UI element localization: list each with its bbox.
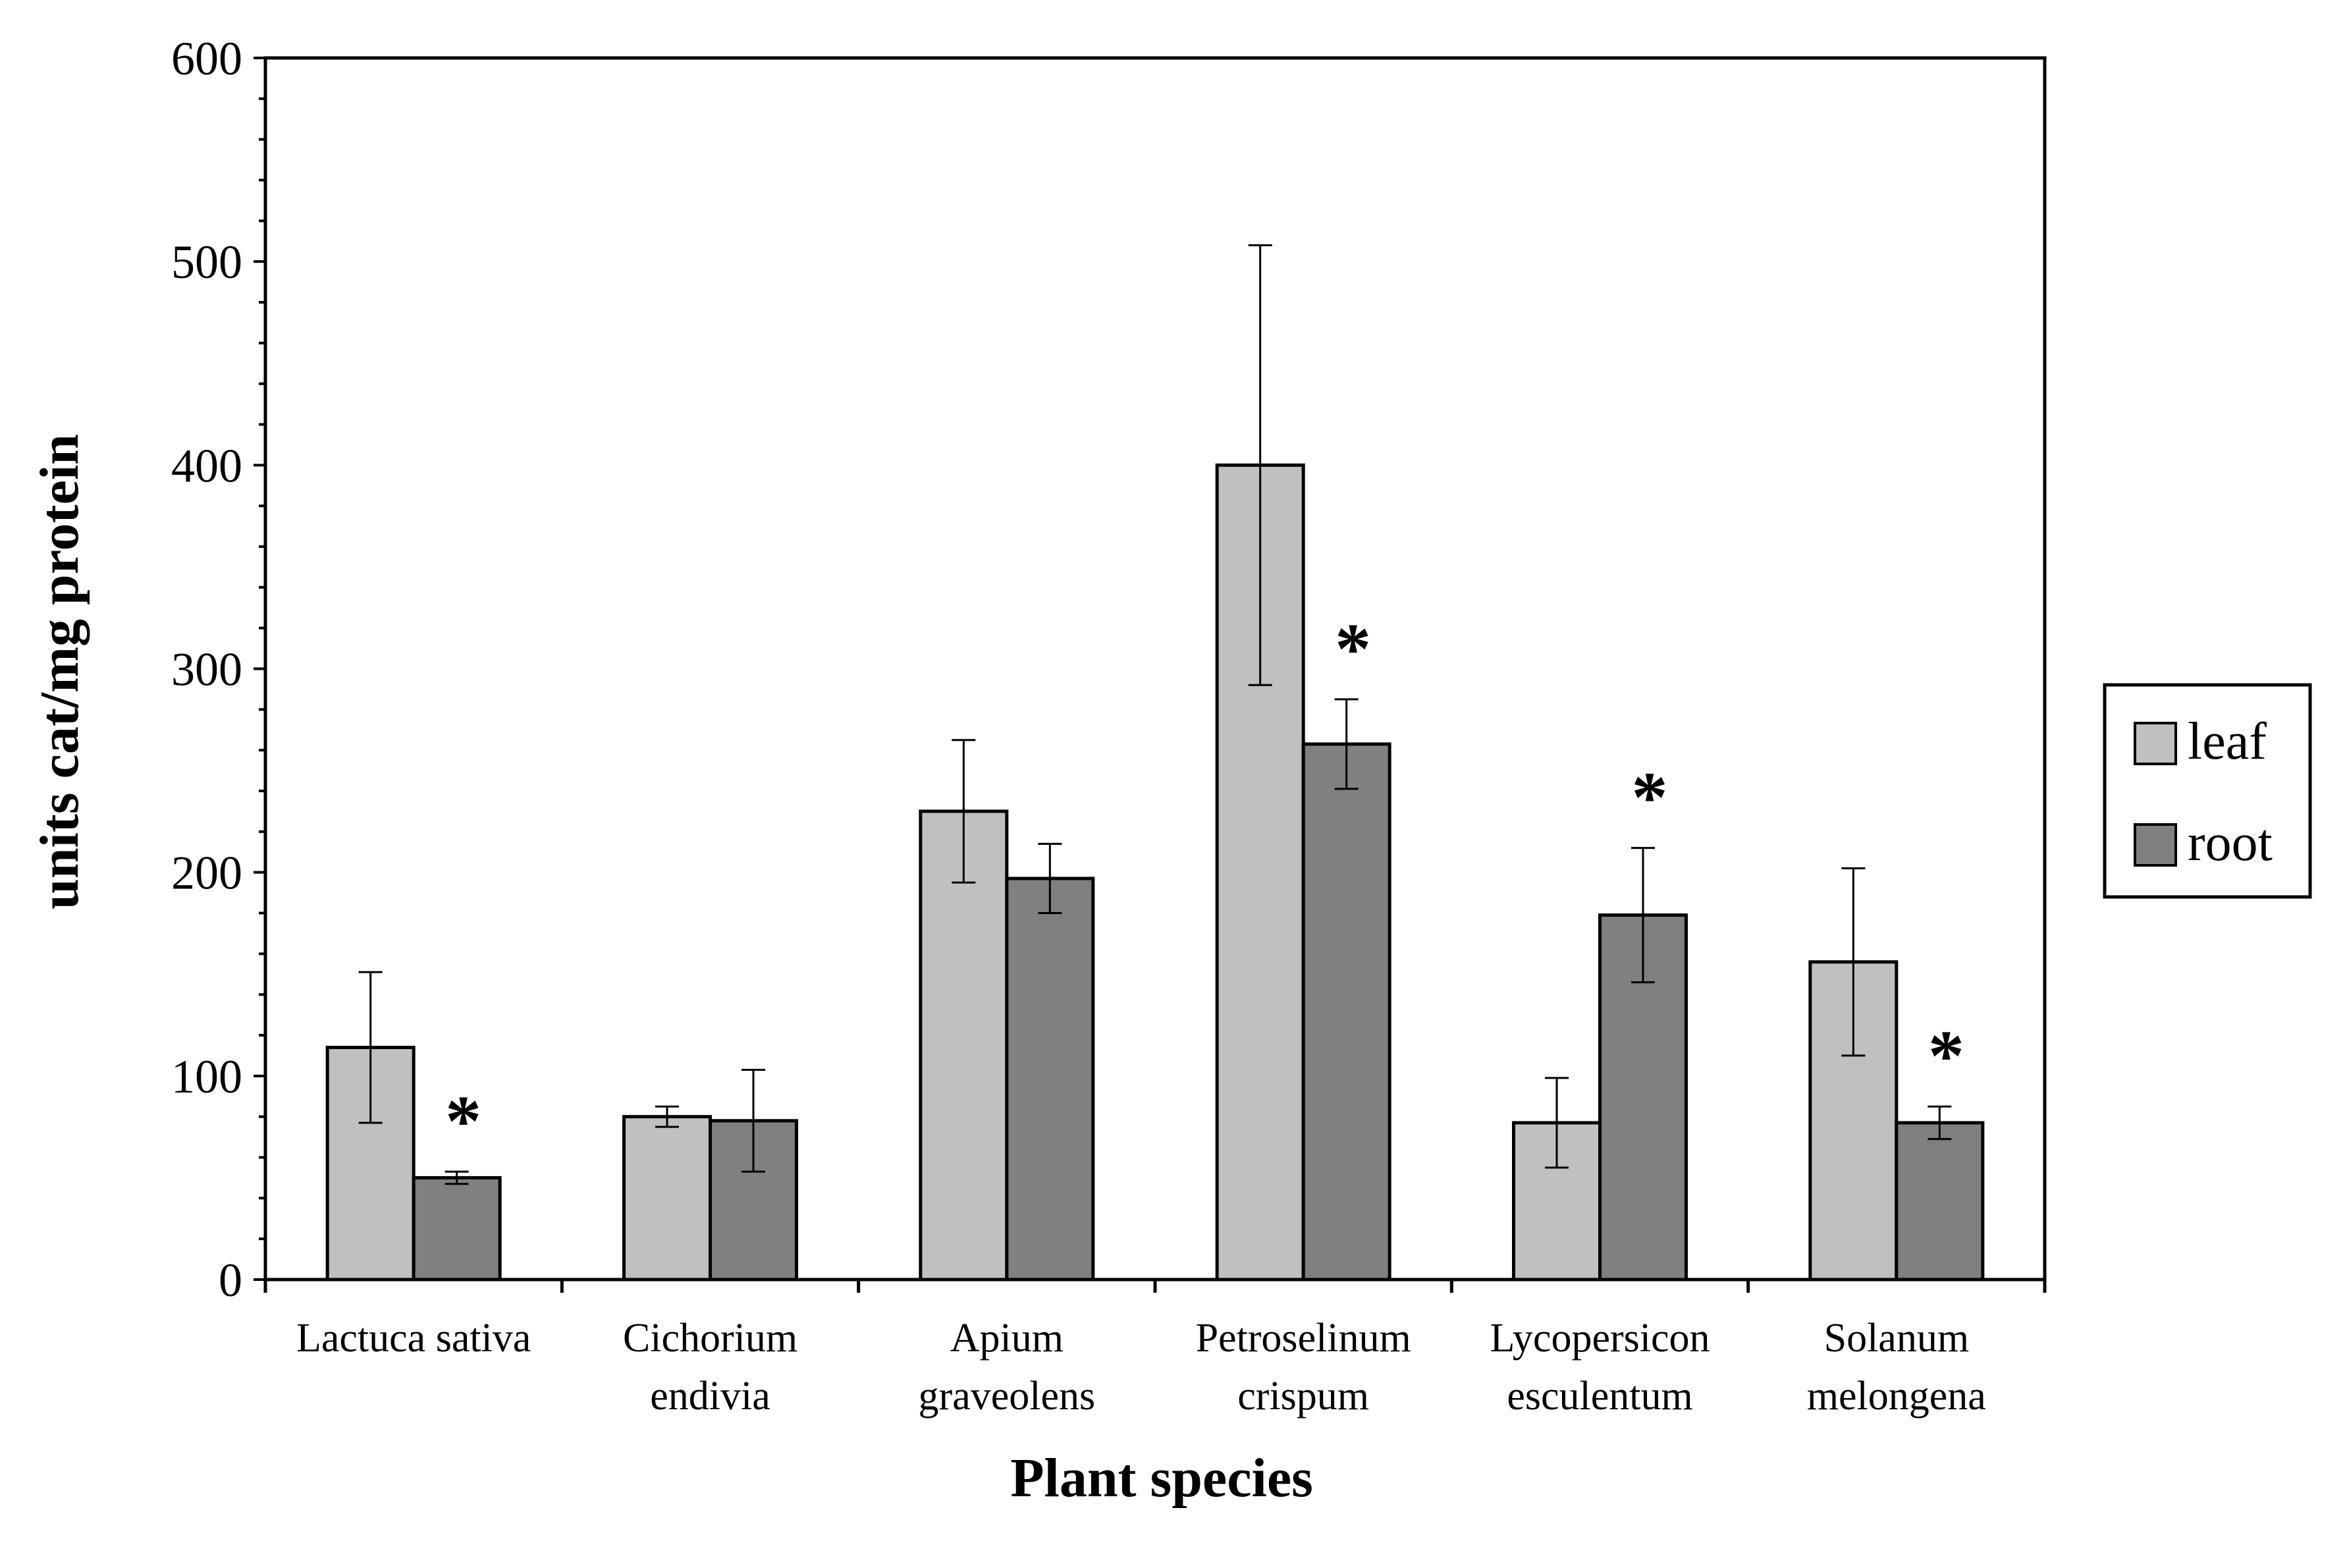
- x-category-label: Lycopersicon esculentum: [1490, 1316, 1710, 1419]
- significance-markers: * * * *: [445, 608, 1964, 1161]
- plot-area: [263, 56, 2047, 1282]
- legend-swatch-leaf: [2134, 722, 2177, 765]
- significance-star: *: [1632, 757, 1668, 838]
- x-category-label-line: Apium: [950, 1316, 1064, 1361]
- bar-root: [1005, 877, 1095, 1282]
- y-tick-label: 0: [219, 1254, 242, 1307]
- x-axis-title: Plant species: [1010, 1447, 1313, 1509]
- x-category-label-line: melongena: [1807, 1374, 1986, 1419]
- x-axis: Lactuca sativa Cichorium endivia Apium grave…: [263, 1280, 2047, 1419]
- y-tick-label: 600: [171, 32, 242, 85]
- y-axis: 0 100 200 300 400 500 600: [171, 32, 265, 1307]
- y-tick-label: 100: [171, 1050, 242, 1103]
- x-category-label-line: Lycopersicon: [1490, 1316, 1710, 1361]
- significance-star: *: [445, 1081, 481, 1161]
- bar-root: [412, 1176, 502, 1282]
- bar-root: [1895, 1121, 1985, 1282]
- plot-frame: [263, 56, 2047, 1282]
- y-axis-title: units cat/mg protein: [29, 434, 90, 909]
- y-tick-label: 300: [171, 643, 242, 696]
- x-category-label: Solanum melongena: [1807, 1316, 1986, 1419]
- y-tick-label: 500: [171, 236, 242, 288]
- legend-swatch-root: [2134, 823, 2177, 867]
- x-category-label: Apium graveolens: [919, 1316, 1096, 1419]
- x-category-label-line: crispum: [1237, 1374, 1369, 1419]
- bar-leaf: [622, 1115, 712, 1282]
- x-category-label-line: Solanum: [1824, 1316, 1969, 1361]
- bar-root: [1301, 742, 1391, 1282]
- y-tick-label: 200: [171, 847, 242, 900]
- significance-star: *: [1335, 608, 1371, 689]
- x-category-label-line: Lactuca sativa: [296, 1316, 531, 1361]
- bar-leaf: [919, 809, 1009, 1282]
- x-category-label-line: graveolens: [919, 1374, 1096, 1419]
- significance-star: *: [1928, 1015, 1964, 1096]
- x-category-label: Cichorium endivia: [623, 1316, 797, 1419]
- x-category-label-line: endivia: [650, 1374, 770, 1419]
- x-category-label: Petroselinum crispum: [1196, 1316, 1411, 1419]
- x-category-label-line: esculentum: [1507, 1374, 1692, 1419]
- legend-label-root: root: [2188, 814, 2273, 872]
- y-tick-label: 400: [171, 439, 242, 492]
- x-category-label-line: Cichorium: [623, 1316, 797, 1361]
- x-category-label-line: Petroselinum: [1196, 1316, 1411, 1361]
- legend-label-leaf: leaf: [2188, 713, 2267, 770]
- x-category-label: Lactuca sativa: [296, 1316, 531, 1361]
- bars: [325, 244, 1985, 1282]
- legend: leaf root: [2103, 683, 2312, 899]
